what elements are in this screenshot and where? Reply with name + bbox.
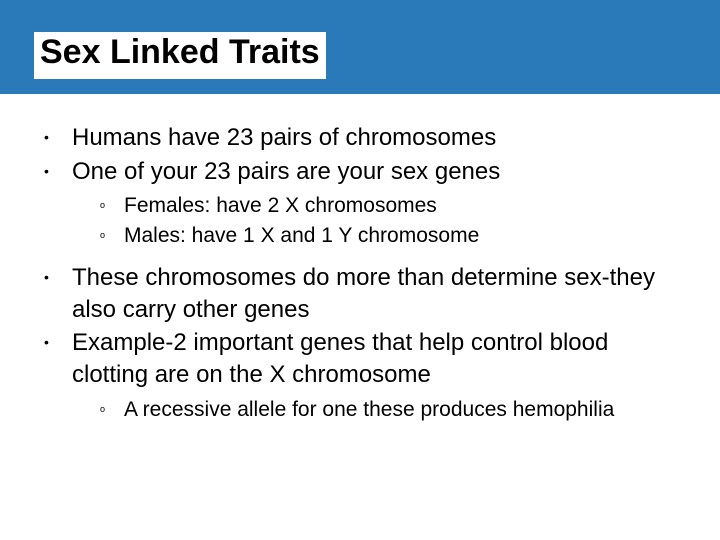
bullet-text: Humans have 23 pairs of chromosomes (72, 124, 496, 151)
bullet-list: Humans have 23 pairs of chromosomes One … (30, 122, 690, 250)
bullet-text: One of your 23 pairs are your sex genes (72, 158, 500, 185)
sub-bullet-text: Males: have 1 X and 1 Y chromosome (124, 224, 479, 247)
slide-title: Sex Linked Traits (34, 32, 326, 79)
bullet-text: Example-2 important genes that help cont… (72, 329, 608, 388)
sub-bullet-text: A recessive allele for one these produce… (124, 398, 614, 421)
sub-bullet-text: Females: have 2 X chromosomes (124, 194, 437, 217)
bullet-item: One of your 23 pairs are your sex genes … (30, 156, 690, 250)
sub-bullet-item: Females: have 2 X chromosomes (72, 191, 690, 220)
bullet-list: These chromosomes do more than determine… (30, 262, 690, 424)
header-bar: Sex Linked Traits (0, 0, 720, 94)
bullet-item: Example-2 important genes that help cont… (30, 327, 690, 424)
sub-bullet-item: A recessive allele for one these produce… (72, 395, 690, 424)
sub-bullet-list: Females: have 2 X chromosomes Males: hav… (72, 191, 690, 250)
slide-content: Humans have 23 pairs of chromosomes One … (0, 94, 720, 424)
bullet-item: Humans have 23 pairs of chromosomes (30, 122, 690, 154)
bullet-item: These chromosomes do more than determine… (30, 262, 690, 325)
bullet-text: These chromosomes do more than determine… (72, 264, 655, 323)
sub-bullet-item: Males: have 1 X and 1 Y chromosome (72, 221, 690, 250)
sub-bullet-list: A recessive allele for one these produce… (72, 395, 690, 424)
